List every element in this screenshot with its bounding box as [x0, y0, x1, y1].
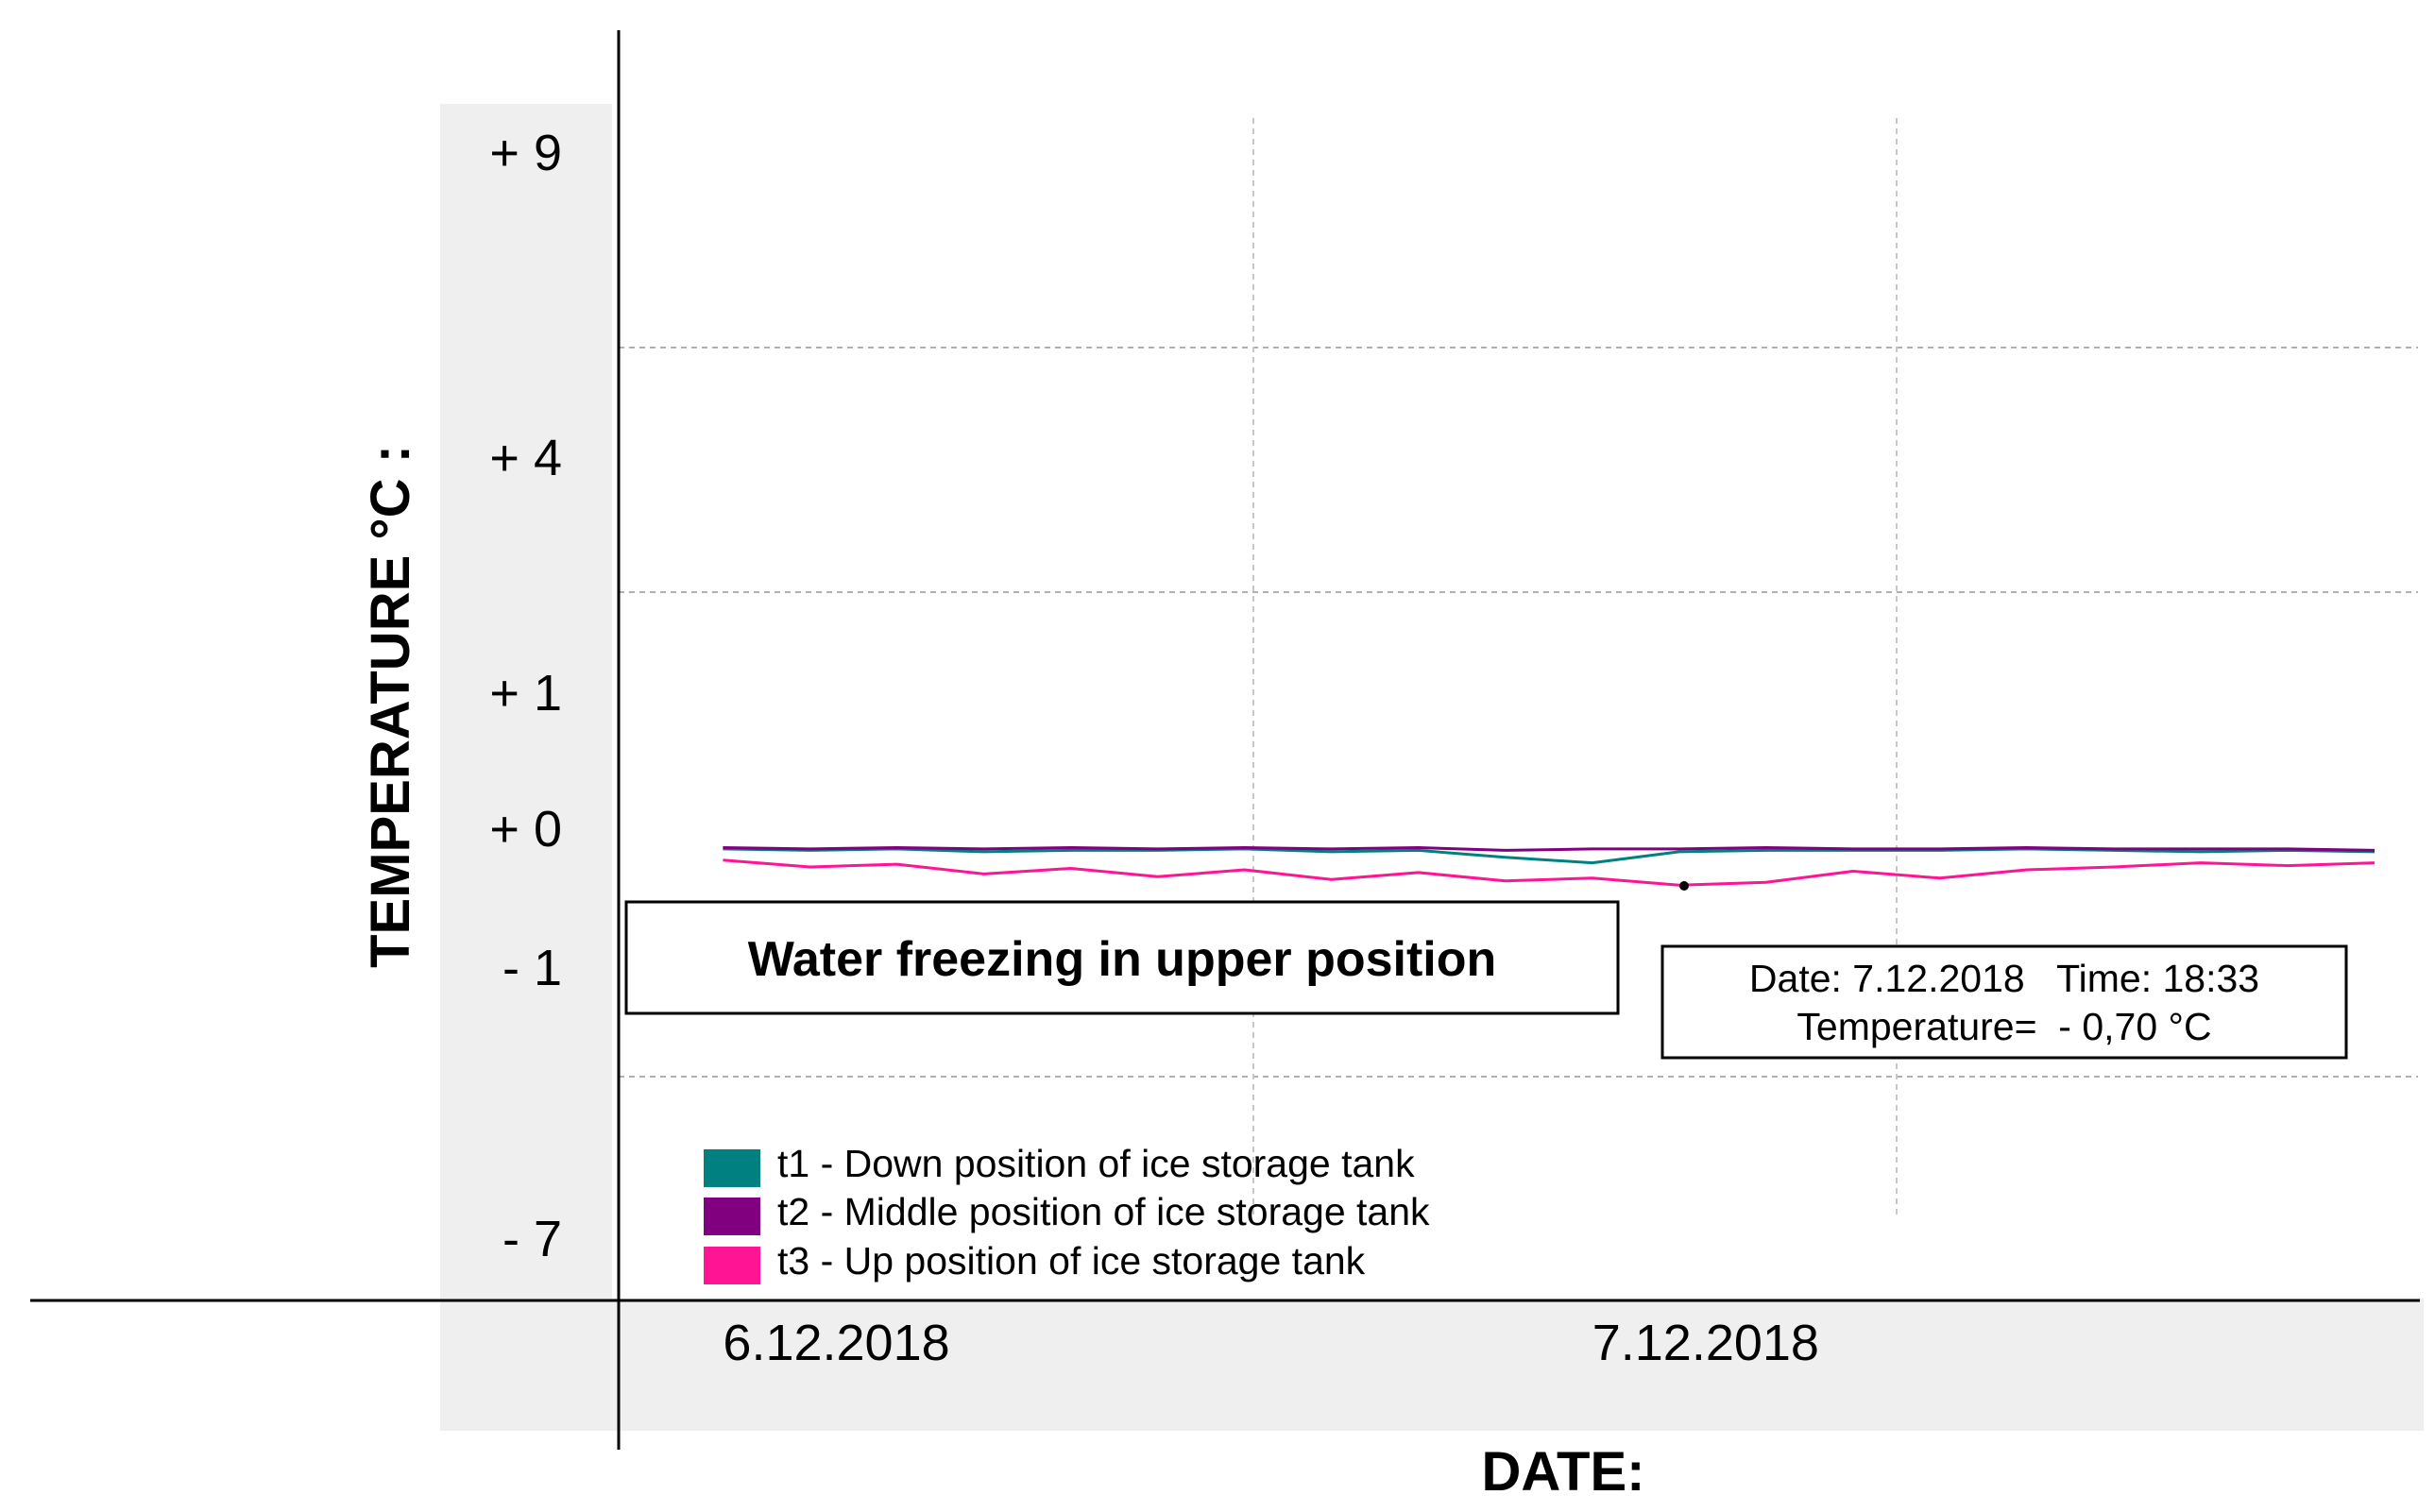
- legend-label-t3: t3 - Up position of ice storage tank: [777, 1239, 1366, 1283]
- legend: t1 - Down position of ice storage tank t…: [704, 1142, 1430, 1284]
- series-line-t3: [723, 858, 2375, 887]
- y-tick-label: + 1: [489, 665, 562, 722]
- legend-label-t2: t2 - Middle position of ice storage tank: [777, 1190, 1430, 1233]
- y-tick-label: - 7: [502, 1211, 562, 1267]
- y-tick-label: + 0: [489, 801, 562, 858]
- x-axis-band: [440, 1299, 2424, 1431]
- annotation-box: [624, 900, 1620, 1015]
- tooltip-box: [1660, 944, 2348, 1060]
- legend-label-t1: t1 - Down position of ice storage tank: [777, 1142, 1415, 1185]
- tooltip-marker: [1679, 881, 1689, 891]
- y-axis-title: TEMPERATURE °C :: [360, 445, 421, 968]
- y-tick-label: - 1: [502, 940, 562, 996]
- y-tick-labels: + 9 + 4 + 1 + 0 - 1 - 7: [489, 125, 562, 1267]
- annotation-callout: Water freezing in upper position: [624, 900, 1620, 1015]
- y-tick-label: + 9: [489, 125, 562, 181]
- x-tick-label: 7.12.2018: [1592, 1315, 1819, 1371]
- series-line-t2: [723, 846, 2375, 852]
- tooltip-date-time: Date: 7.12.2018 Time: 18:33: [1749, 957, 2259, 1000]
- legend-swatch-t3: [704, 1247, 760, 1284]
- data-tooltip: Date: 7.12.2018 Time: 18:33 Temperature=…: [1660, 881, 2348, 1060]
- y-axis-band: [440, 104, 612, 1303]
- y-tick-label: + 4: [489, 430, 562, 486]
- series-layer: [723, 846, 2375, 887]
- x-tick-labels: 6.12.2018 7.12.2018: [723, 1315, 1819, 1371]
- legend-swatch-t2: [704, 1198, 760, 1235]
- x-axis-title: DATE:: [1482, 1441, 1645, 1503]
- annotation-text: Water freezing in upper position: [748, 932, 1497, 987]
- x-tick-label: 6.12.2018: [723, 1315, 949, 1371]
- tooltip-temperature: Temperature= - 0,70 °C: [1796, 1005, 2211, 1048]
- legend-swatch-t1: [704, 1149, 760, 1187]
